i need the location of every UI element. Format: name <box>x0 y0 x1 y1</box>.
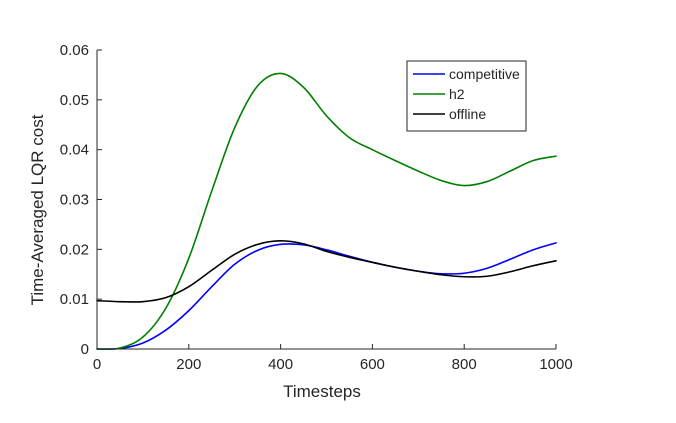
x-axis-label: Timesteps <box>283 382 361 401</box>
axes <box>96 49 557 350</box>
legend-label-h2: h2 <box>449 86 465 102</box>
y-tick-label: 0.02 <box>60 241 89 258</box>
series-line-offline <box>96 240 557 303</box>
legend-box <box>406 60 527 132</box>
x-tick-label: 600 <box>360 356 385 373</box>
legend-label-competitive: competitive <box>449 66 520 82</box>
series-layer <box>96 72 557 350</box>
x-tick-label: 400 <box>268 356 293 373</box>
y-tick-label: 0.05 <box>60 92 89 109</box>
series-line-h2 <box>96 72 557 350</box>
x-tick-label: 0 <box>93 356 101 373</box>
y-tick-label: 0.06 <box>60 42 89 59</box>
y-tick-label: 0.03 <box>60 192 89 209</box>
y-tick-label: 0.04 <box>60 142 89 159</box>
tick-labels: 0 200 400 600 800 1000 0 0.01 0.02 0.03 0.04 0.05 0.… <box>60 42 573 373</box>
series-line-competitive <box>96 242 557 350</box>
y-tick-label: 0.01 <box>60 291 89 308</box>
x-tick-label: 200 <box>176 356 201 373</box>
y-axis-label: Time-Averaged LQR cost <box>28 114 47 305</box>
x-tick-label: 800 <box>452 356 477 373</box>
x-tick-label: 1000 <box>539 356 572 373</box>
legend-label-offline: offline <box>449 106 486 122</box>
legend: competitive h2 offline <box>406 60 527 132</box>
y-tick-label: 0 <box>81 341 89 358</box>
